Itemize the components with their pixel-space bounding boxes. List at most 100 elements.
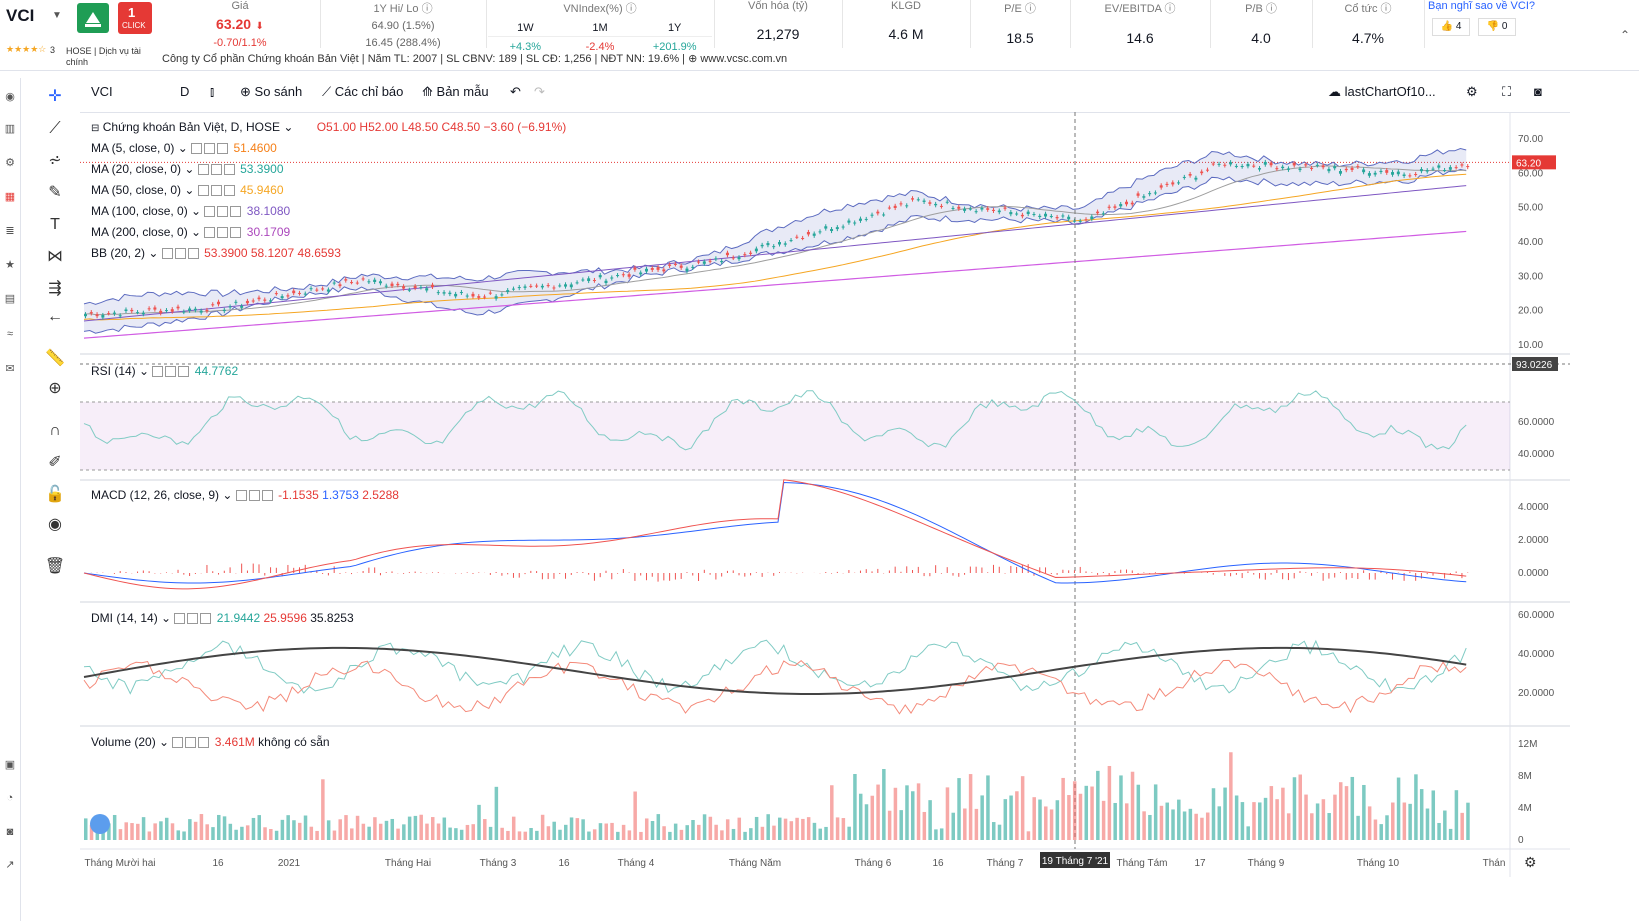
candle-body: [772, 246, 776, 248]
template-button[interactable]: ⟰ Bản mẫu: [422, 84, 489, 99]
indicators-button[interactable]: ⟋ Các chỉ báo: [322, 84, 404, 99]
forecast-icon[interactable]: ⇶: [48, 280, 62, 297]
layout-save-button[interactable]: ☁ lastChartOf10...: [1328, 84, 1436, 99]
candle-body: [991, 209, 995, 211]
info-icon[interactable]: ⓘ: [625, 3, 637, 15]
text-icon[interactable]: T: [50, 216, 60, 233]
message-icon[interactable]: ✉: [5, 363, 15, 375]
crosshair-icon[interactable]: ✛: [48, 88, 62, 105]
indicator-legend-5[interactable]: BB (20, 2) ⌄ 53.3900 58.1207 48.6593: [91, 246, 341, 260]
indicator-legend-4[interactable]: MA (200, close, 0) ⌄ 30.1709: [91, 225, 291, 239]
candle-type-icon[interactable]: ⫾: [210, 84, 215, 99]
share-icon[interactable]: ↗: [5, 859, 15, 871]
vn-period-1w[interactable]: 1W: [517, 22, 534, 34]
eye-icon[interactable]: ◉: [48, 516, 62, 533]
candle-body: [465, 295, 469, 297]
time-axis-label: Tháng 10: [1357, 858, 1400, 869]
lock-icon[interactable]: 🔓: [45, 486, 65, 503]
bar-chart-icon[interactable]: ▥: [4, 123, 16, 135]
pattern-icon[interactable]: ⋈: [47, 248, 63, 265]
symbol-title[interactable]: VCI: [6, 6, 35, 25]
candle-body: [587, 278, 591, 282]
back-arrow-icon[interactable]: ←: [47, 308, 63, 325]
indicator-legend-0[interactable]: MA (5, close, 0) ⌄ 51.4600: [91, 141, 277, 155]
one-click-logo-icon[interactable]: 1 CLICK: [118, 2, 152, 34]
trash-icon[interactable]: 🗑: [44, 558, 66, 575]
volume-bar: [691, 819, 695, 840]
indicator-legend-2[interactable]: MA (50, close, 0) ⌄ 45.9460: [91, 183, 284, 197]
volume-bar: [1292, 777, 1297, 840]
interval-button[interactable]: D: [180, 84, 190, 99]
candle-body: [1304, 164, 1308, 166]
candle-body: [170, 309, 174, 312]
candle-body: [760, 244, 764, 247]
candle-body: [367, 281, 371, 283]
candle-body: [205, 309, 209, 312]
grid-icon[interactable]: ▤: [4, 293, 16, 305]
candle-body: [1275, 168, 1279, 170]
fullscreen-icon[interactable]: ⛶: [1502, 84, 1512, 99]
candle-body: [257, 297, 261, 300]
camera-icon[interactable]: ◙: [1534, 84, 1542, 99]
database-icon[interactable]: ≣: [5, 225, 15, 237]
undo-icon[interactable]: ↶: [510, 84, 521, 99]
gear-icon[interactable]: ⚙: [5, 157, 15, 169]
candle-body: [1159, 185, 1163, 188]
price-tag-label: 63.20: [1516, 158, 1541, 169]
camera-icon[interactable]: ◙: [6, 826, 14, 838]
vn-period-1y[interactable]: 1Y: [667, 22, 682, 34]
rss-icon[interactable]: ≈: [6, 328, 14, 340]
candle-body: [1211, 163, 1215, 165]
info-icon[interactable]: ⓘ: [421, 3, 433, 15]
ruler-icon[interactable]: 📏: [45, 350, 65, 367]
volume-bar: [864, 804, 869, 840]
gear-icon[interactable]: ⚙: [1466, 84, 1478, 99]
candle-body: [783, 243, 787, 245]
volume-bar: [1217, 806, 1222, 840]
volume-bar: [1159, 805, 1164, 840]
candle-body: [448, 292, 452, 295]
dashboard-icon[interactable]: ◉: [5, 91, 15, 103]
candle-body: [436, 292, 440, 294]
candle-body: [1362, 169, 1366, 173]
dislike-button[interactable]: 👎 0: [1478, 18, 1516, 36]
indicator-legend-1[interactable]: MA (20, close, 0) ⌄ 53.3900: [91, 162, 284, 176]
volume-bar: [1026, 831, 1031, 840]
volume-bar: [257, 815, 261, 840]
chevron-down-icon[interactable]: ▼: [52, 10, 62, 21]
price-tick-label: 20.00: [1518, 306, 1543, 317]
indicator-legend-3[interactable]: MA (100, close, 0) ⌄ 38.1080: [91, 204, 291, 218]
candle-body: [864, 218, 868, 220]
zoom-in-icon[interactable]: ⊕: [48, 380, 62, 397]
volume-bar: [1205, 812, 1210, 840]
candle-body: [830, 229, 834, 232]
redo-icon[interactable]: ↷: [534, 84, 545, 99]
candle-body: [280, 296, 284, 299]
vn-period-1m[interactable]: 1M: [592, 22, 608, 34]
volume-bar: [997, 824, 1002, 840]
brush-icon[interactable]: ✎: [48, 184, 62, 201]
chart-icon[interactable]: ▦: [4, 191, 16, 203]
star-icon[interactable]: ★: [5, 259, 15, 271]
pencil-lock-icon[interactable]: ✐: [48, 454, 62, 471]
candle-body: [569, 284, 573, 288]
volume-bar: [963, 808, 967, 840]
magnet-icon[interactable]: ∩: [49, 422, 61, 439]
gear-icon[interactable]: ⚙: [1524, 854, 1537, 870]
candle-body: [112, 312, 116, 314]
chevron-up-icon[interactable]: ⌃: [1620, 28, 1631, 42]
wallet-icon[interactable]: ▣: [4, 759, 16, 771]
candle-body: [263, 299, 267, 301]
pie-icon[interactable]: ◔: [6, 792, 14, 804]
toolbar-symbol[interactable]: VCI: [91, 84, 113, 99]
trendline-icon[interactable]: ⟋: [49, 120, 61, 137]
candle-body: [847, 220, 851, 223]
fib-icon[interactable]: ⩫: [48, 152, 62, 169]
volume-bar: [616, 831, 620, 840]
compare-button[interactable]: ⊕ So sánh: [240, 84, 303, 99]
like-button[interactable]: 👍 4: [1432, 18, 1470, 36]
time-axis-label: Thán: [1483, 858, 1506, 869]
chart-area[interactable]: 70.00 60.00 50.00 40.00 30.00 20.00 10.00 63.20…: [80, 112, 1570, 877]
brand-logo-icon[interactable]: [77, 3, 109, 33]
rating-count: 3: [50, 45, 56, 55]
